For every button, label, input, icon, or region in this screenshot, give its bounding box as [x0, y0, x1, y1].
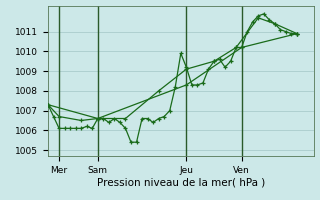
- X-axis label: Pression niveau de la mer( hPa ): Pression niveau de la mer( hPa ): [97, 178, 265, 188]
